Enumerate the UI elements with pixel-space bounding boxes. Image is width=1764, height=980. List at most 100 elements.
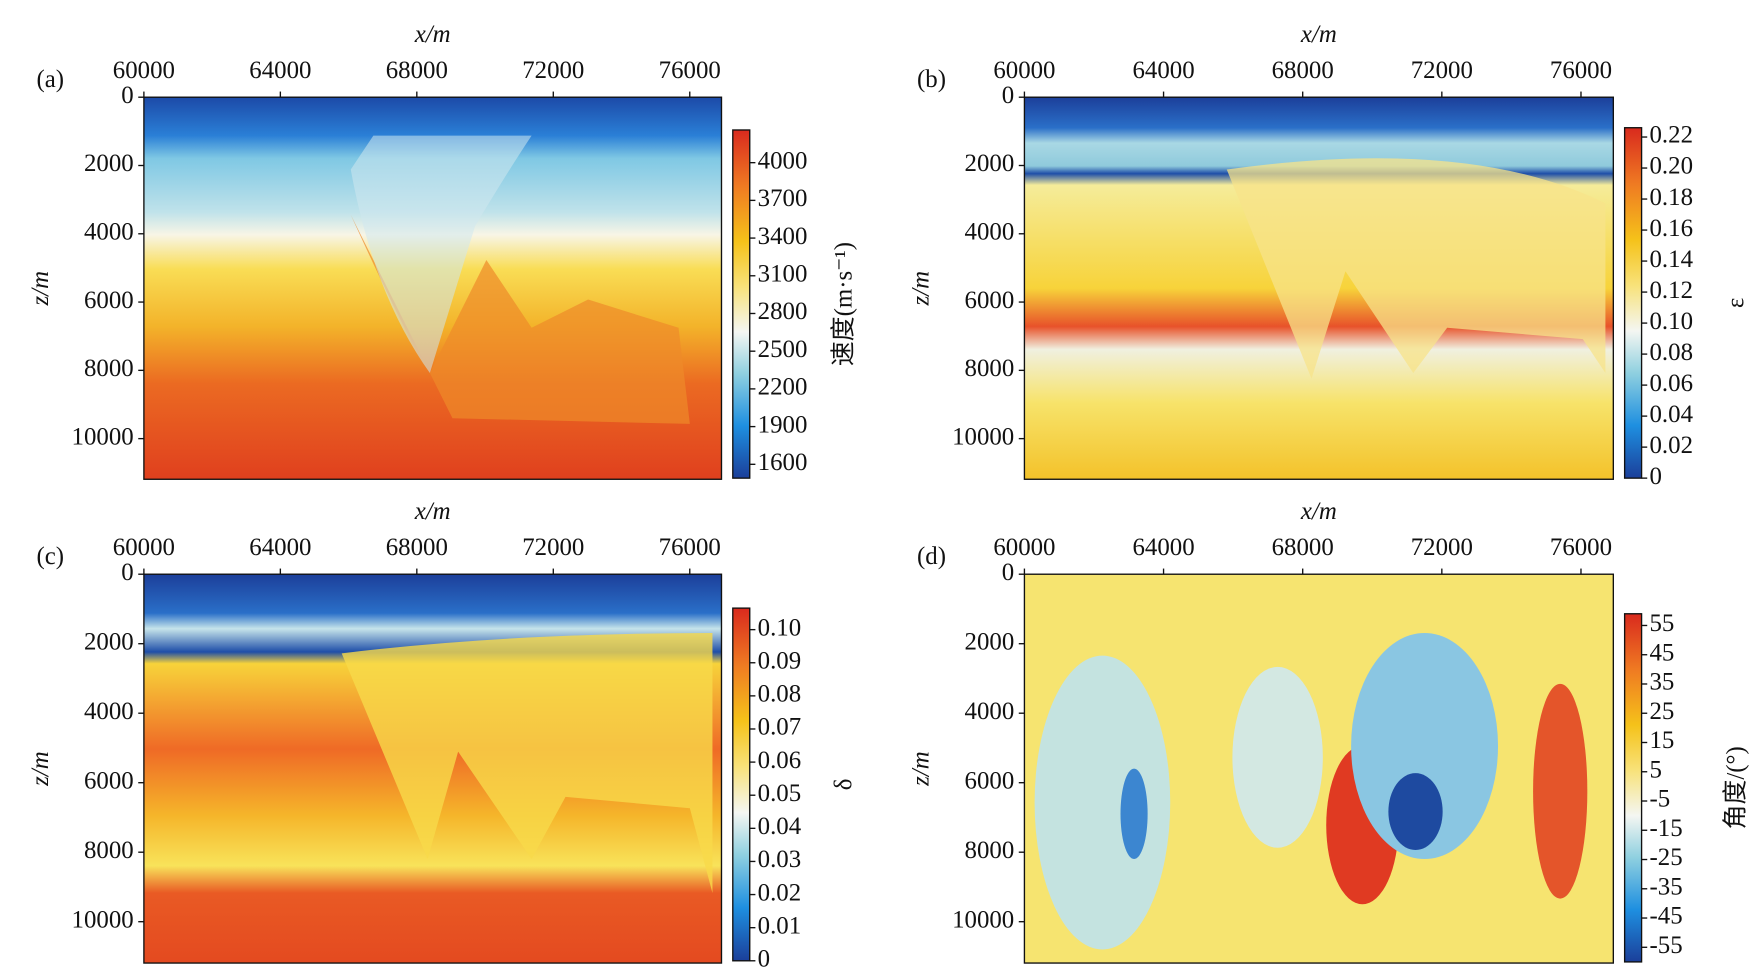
colorbar-tick-label: 0.09: [758, 647, 802, 674]
colorbar-tick-label: 2800: [758, 298, 808, 325]
colorbar-tick-label: 0.18: [1649, 184, 1693, 211]
colorbar-tick-label: 0.04: [758, 813, 802, 840]
colorbar-tick-label: 25: [1649, 698, 1674, 725]
x-tick-label: 68000: [386, 534, 448, 561]
colorbar-tick-label: 3100: [758, 260, 808, 287]
x-tick-label: 68000: [386, 57, 448, 84]
x-tick-label: 76000: [659, 534, 721, 561]
colorbar-label: ε: [1722, 298, 1749, 308]
colorbar-tick-label: 3400: [758, 223, 808, 250]
y-axis-label: z/m: [907, 751, 934, 787]
colorbar-label: 速度(m·s⁻¹): [830, 242, 858, 366]
panel-label: (d): [917, 543, 946, 570]
colorbar-tick-label: 0.01: [758, 912, 802, 939]
y-tick-label: 8000: [965, 837, 1015, 864]
colorbar-tick-label: 1900: [758, 411, 808, 438]
colorbar-tick-label: -5: [1649, 786, 1670, 813]
colorbar-tick-label: 0: [1649, 463, 1661, 490]
plot-frame: [143, 573, 723, 964]
colorbar-tick-label: 0: [758, 945, 770, 972]
x-tick-label: 72000: [522, 534, 584, 561]
colorbar-tick-label: 0.07: [758, 714, 802, 741]
colorbar-tick-label: 45: [1649, 639, 1674, 666]
y-tick-label: 0: [1002, 82, 1014, 109]
y-tick-label: 4000: [965, 698, 1015, 725]
colorbar-tick-label: 4000: [758, 147, 808, 174]
colorbar-tick-label: 0.10: [1649, 308, 1693, 335]
colorbar-tick-label: 0.08: [1649, 339, 1693, 366]
colorbar-tick-label: -25: [1649, 844, 1682, 871]
colorbar-tick-label: 0.06: [758, 747, 802, 774]
x-tick-label: 60000: [993, 57, 1055, 84]
colorbar-tick-label: 15: [1649, 727, 1674, 754]
y-tick-label: 8000: [84, 355, 134, 382]
y-tick-label: 2000: [965, 150, 1015, 177]
x-tick-label: 60000: [113, 57, 175, 84]
x-tick-label: 64000: [1132, 534, 1194, 561]
colorbar-tick-label: -15: [1649, 815, 1682, 842]
colorbar-tick-label: -55: [1649, 932, 1682, 959]
colorbar-tick-label: 55: [1649, 610, 1674, 637]
colorbar-tick-label: -45: [1649, 903, 1682, 930]
colorbar-tick-label: 2200: [758, 374, 808, 401]
x-tick-label: 60000: [113, 534, 175, 561]
x-axis-label: x/m: [1300, 21, 1337, 48]
colorbar-tick-label: 0.03: [758, 846, 802, 873]
colorbar-tick-label: 0.08: [758, 681, 802, 708]
x-axis-label: x/m: [414, 21, 451, 48]
colorbar-label: 角度/(°): [1721, 746, 1749, 829]
colorbar-tick-label: 2500: [758, 336, 808, 363]
heatmap-art: [143, 97, 1614, 964]
y-tick-label: 2000: [84, 628, 134, 655]
colorbar-tick-label: 0.02: [758, 879, 802, 906]
colorbar-tick-label: 0.05: [758, 780, 802, 807]
y-tick-label: 4000: [965, 218, 1015, 245]
x-tick-label: 72000: [1411, 534, 1473, 561]
y-tick-label: 10000: [72, 423, 134, 450]
y-axis-label: z/m: [27, 751, 54, 787]
panel-label: (c): [37, 543, 65, 570]
x-tick-label: 76000: [1550, 57, 1612, 84]
x-tick-label: 64000: [249, 57, 311, 84]
x-tick-label: 64000: [249, 534, 311, 561]
x-tick-label: 68000: [1272, 534, 1334, 561]
y-tick-label: 6000: [84, 287, 134, 314]
y-axis-label: z/m: [27, 271, 54, 307]
colorbar-tick-label: 3700: [758, 185, 808, 212]
panel-label: (b): [917, 66, 946, 93]
y-tick-label: 6000: [84, 767, 134, 794]
y-tick-label: 10000: [952, 906, 1014, 933]
y-tick-label: 0: [121, 559, 133, 586]
plot-frame: [143, 96, 723, 480]
x-tick-label: 72000: [522, 57, 584, 84]
x-tick-label: 76000: [1550, 534, 1612, 561]
x-tick-label: 64000: [1132, 57, 1194, 84]
colorbar-tick-label: 0.04: [1649, 401, 1693, 428]
x-tick-label: 72000: [1411, 57, 1473, 84]
y-tick-label: 0: [1002, 559, 1014, 586]
y-tick-label: 4000: [84, 698, 134, 725]
x-tick-label: 60000: [993, 534, 1055, 561]
y-tick-label: 4000: [84, 218, 134, 245]
x-tick-label: 68000: [1272, 57, 1334, 84]
colorbar-tick-label: -35: [1649, 873, 1682, 900]
colorbar-tick-label: 1600: [758, 449, 808, 476]
y-tick-label: 2000: [965, 628, 1015, 655]
colorbar-tick-label: 0.20: [1649, 153, 1693, 180]
colorbar-tick-label: 0.06: [1649, 370, 1693, 397]
y-tick-label: 10000: [952, 423, 1014, 450]
y-tick-label: 10000: [72, 906, 134, 933]
colorbar-tick-label: 35: [1649, 669, 1674, 696]
colorbar-tick-label: 0.12: [1649, 277, 1693, 304]
y-tick-label: 8000: [84, 837, 134, 864]
x-axis-label: x/m: [1300, 498, 1337, 525]
colorbar-tick-label: 5: [1649, 756, 1661, 783]
colorbar-label: δ: [831, 779, 858, 791]
colorbar-tick-label: 0.16: [1649, 215, 1693, 242]
y-tick-label: 8000: [965, 355, 1015, 382]
plot-frame: [1023, 573, 1615, 964]
colorbar-tick-label: 0.22: [1649, 122, 1693, 149]
y-tick-label: 6000: [965, 287, 1015, 314]
plot-frame: [1023, 96, 1615, 480]
